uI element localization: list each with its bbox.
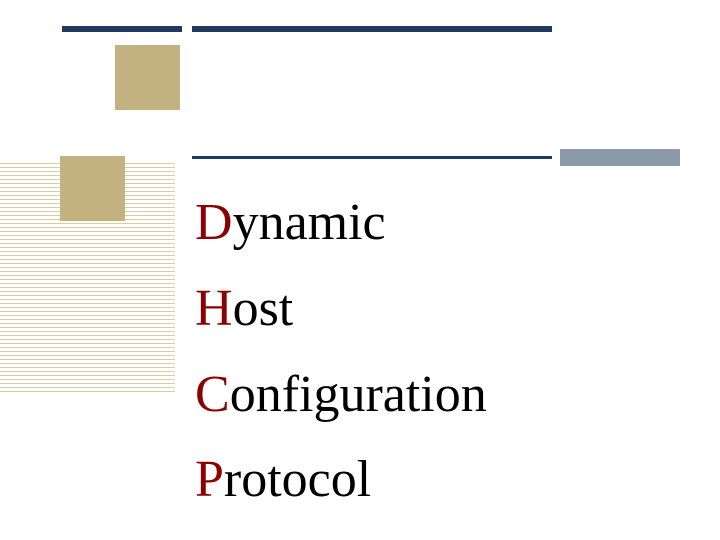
decorative-square-bottom xyxy=(60,156,125,221)
top-rule-right xyxy=(192,26,552,32)
title-word-3-rest: onfiguration xyxy=(230,366,487,423)
title-word-4-first: P xyxy=(195,451,224,508)
title-word-4: Protocol xyxy=(195,437,487,523)
title-word-1: Dynamic xyxy=(195,180,487,266)
title-word-4-rest: rotocol xyxy=(224,451,371,508)
title-word-2-first: H xyxy=(195,280,233,337)
title-word-1-first: D xyxy=(195,194,233,251)
top-rule-left xyxy=(62,26,182,32)
title-word-3-first: C xyxy=(195,366,230,423)
title-word-2-rest: ost xyxy=(233,280,294,337)
title-word-2: Host xyxy=(195,266,487,352)
title-word-1-rest: ynamic xyxy=(233,194,386,251)
title-block: Dynamic Host Configuration Protocol xyxy=(195,180,487,523)
mid-bar-right xyxy=(560,149,680,166)
mid-rule xyxy=(192,156,552,159)
title-word-3: Configuration xyxy=(195,352,487,438)
decorative-square-top xyxy=(115,45,180,110)
